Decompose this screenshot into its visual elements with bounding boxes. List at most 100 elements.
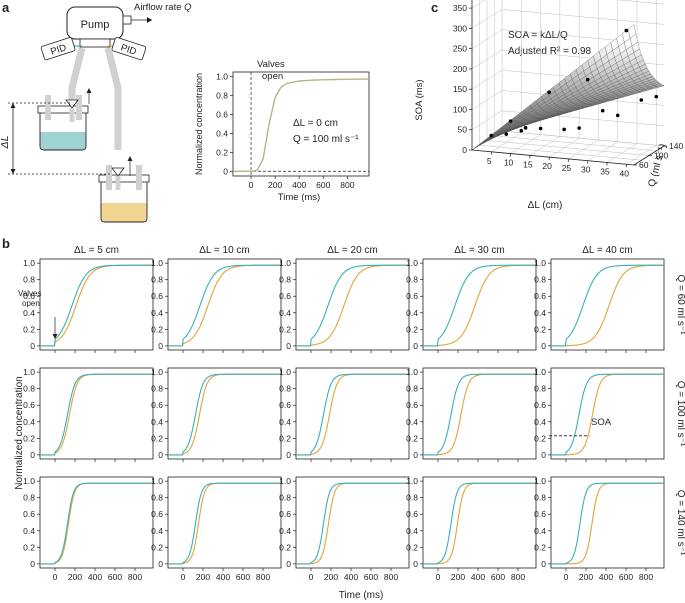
data-point bbox=[585, 77, 590, 82]
orange-curve bbox=[168, 373, 281, 456]
arrow-lower-head bbox=[127, 156, 133, 161]
row-title-0: Q = 60 ml s⁻¹ bbox=[675, 274, 685, 335]
subplot-r1c3-ytick-label: 0.4 bbox=[406, 417, 418, 427]
subplot-r2c3-xtick-label: 0 bbox=[436, 572, 441, 582]
subplot-r0c0-ytick-label: 0 bbox=[30, 341, 35, 351]
subplot-r1c2-ytick-label: 1.0 bbox=[279, 367, 291, 377]
subplot-r2c0-xtick-label: 800 bbox=[128, 572, 142, 582]
subplot-r2c4-frame bbox=[550, 476, 665, 569]
subplot-r2c4-ytick-label: 0 bbox=[541, 559, 546, 569]
orange-curve bbox=[551, 264, 664, 347]
subplot-r1c4-frame bbox=[550, 367, 665, 460]
lid-upper bbox=[37, 105, 89, 114]
pump-outlet bbox=[122, 15, 132, 25]
panel-a-letter: a bbox=[2, 0, 10, 15]
orange-curve bbox=[423, 264, 536, 347]
subplot-r0c2-ytick-label: 0.6 bbox=[279, 291, 291, 301]
pid-left: PID bbox=[40, 37, 76, 61]
data-point bbox=[489, 133, 494, 138]
stub-upper-right bbox=[76, 95, 82, 120]
subplot-r2c3-xtick-label: 200 bbox=[451, 572, 465, 582]
subplot-r2c3-ytick-label: 0.4 bbox=[406, 526, 418, 536]
data-point bbox=[654, 94, 659, 99]
z-tick-label: 50 bbox=[458, 125, 468, 135]
airflow-label: Airflow rate Q bbox=[134, 2, 192, 13]
subplot-r1c2-ytick-label: 0.4 bbox=[279, 417, 291, 427]
panel-c-letter: c bbox=[431, 0, 438, 15]
valves-open-a-1: Valves bbox=[257, 59, 285, 70]
panel-c-chart: SOA = kΔL/Q Adjusted R² = 0.98 SOA (ms) … bbox=[414, 0, 683, 211]
subplot-r0c2-frame bbox=[295, 258, 410, 351]
z-tick-label: 100 bbox=[453, 104, 467, 114]
subplot-r2c0-ytick-label: 0.8 bbox=[23, 493, 35, 503]
subplot-r0c0-ytick-label: 0.8 bbox=[23, 275, 35, 285]
tube-left bbox=[68, 47, 86, 100]
subplot-r1c2-ytick-label: 0.2 bbox=[279, 433, 291, 443]
subplot-r2c1-xtick-label: 800 bbox=[256, 572, 270, 582]
subplot-r2c3-ytick-label: 0.8 bbox=[406, 493, 418, 503]
col-title-4: ΔL = 40 cm bbox=[582, 245, 633, 256]
subplot-r2c1-xtick-label: 200 bbox=[196, 572, 210, 582]
data-point bbox=[615, 113, 620, 118]
x-tick-label: 20 bbox=[542, 161, 552, 171]
panel-a-ytick-label: 0.4 bbox=[216, 128, 228, 138]
subplot-r0c0-ytick-label: 0.4 bbox=[23, 308, 35, 318]
data-point bbox=[519, 128, 524, 133]
subplot-r0c3-ytick-label: 0.8 bbox=[406, 275, 418, 285]
teal-curve bbox=[551, 482, 664, 565]
subplot-r1c2-ytick-label: 0.8 bbox=[279, 384, 291, 394]
subplot-r1c4-ytick-label: 0.8 bbox=[534, 384, 546, 394]
panel-b-letter: b bbox=[2, 236, 10, 251]
data-point bbox=[577, 126, 581, 130]
panel-c-xlabel: ΔL (cm) bbox=[528, 200, 563, 211]
subplot-r0c3-ytick-label: 0.4 bbox=[406, 308, 418, 318]
teal-curve bbox=[168, 264, 281, 347]
soa-label: SOA bbox=[591, 417, 612, 428]
subplot-r0c2-ytick-label: 0.4 bbox=[279, 308, 291, 318]
teal-curve bbox=[296, 482, 409, 565]
z-tick-label: 300 bbox=[453, 23, 467, 33]
orange-curve bbox=[296, 264, 409, 347]
subplot-r2c4-ytick-label: 0.6 bbox=[534, 509, 546, 519]
col-title-3: ΔL = 30 cm bbox=[454, 245, 505, 256]
data-point bbox=[523, 126, 528, 130]
subplot-r1c1-ytick-label: 0.8 bbox=[151, 384, 163, 394]
subplot-r1c4-ytick-label: 0.4 bbox=[534, 417, 546, 427]
subplot-r2c4-ytick-label: 0.4 bbox=[534, 526, 546, 536]
dl-arrowhead-bottom bbox=[10, 169, 16, 174]
subplot-r0c4-ytick-label: 0.4 bbox=[534, 308, 546, 318]
subplot-r0c0-ytick-label: 1.0 bbox=[23, 258, 35, 268]
subplot-r2c1-ytick-label: 1.0 bbox=[151, 476, 163, 486]
subplot-r1c3-ytick-label: 1.0 bbox=[406, 367, 418, 377]
r2: Adjusted R² = 0.98 bbox=[508, 46, 592, 57]
panel-a-xtick-label: 200 bbox=[268, 180, 282, 190]
subplot-r1c3-ytick-label: 0.2 bbox=[406, 433, 418, 443]
annotation-q-a: Q = 100 ml s⁻¹ bbox=[293, 134, 359, 145]
floor-grid bbox=[479, 145, 642, 161]
subplot-r1c4-ytick-label: 0.2 bbox=[534, 433, 546, 443]
row-title-1: Q = 100 ml s⁻¹ bbox=[675, 381, 685, 447]
subplot-r2c1-ytick-label: 0.6 bbox=[151, 509, 163, 519]
subplot-r1c0-ytick-label: 0.4 bbox=[23, 417, 35, 427]
panel-a-xlabel: Time (ms) bbox=[278, 192, 320, 203]
teal-curve bbox=[296, 373, 409, 456]
subplot-r2c2-ytick-label: 0.2 bbox=[279, 542, 291, 552]
subplot-r0c1-ytick-label: 0.8 bbox=[151, 275, 163, 285]
subplot-r2c2-xtick-label: 800 bbox=[384, 572, 398, 582]
teal-curve bbox=[40, 373, 153, 456]
panel-a-xtick-label: 400 bbox=[292, 180, 306, 190]
back-wall-grid bbox=[501, 130, 665, 147]
subplot-r2c0-frame bbox=[39, 476, 154, 569]
subplot-r2c4-ytick-label: 0.2 bbox=[534, 542, 546, 552]
subplot-r1c1-ytick-label: 0.2 bbox=[151, 433, 163, 443]
liquid-teal bbox=[40, 132, 86, 150]
row-title-2: Q = 140 ml s⁻¹ bbox=[675, 490, 685, 556]
surface-facet bbox=[655, 84, 665, 88]
subplot-r0c1-ytick-label: 0.4 bbox=[151, 308, 163, 318]
subplot-r0c3-frame bbox=[422, 258, 537, 351]
x-tick-label: 30 bbox=[581, 165, 591, 175]
subplot-r2c1-ytick-label: 0.4 bbox=[151, 526, 163, 536]
orange-curve bbox=[551, 482, 664, 565]
orange-curve bbox=[168, 482, 281, 565]
col-title-0: ΔL = 5 cm bbox=[74, 245, 119, 256]
